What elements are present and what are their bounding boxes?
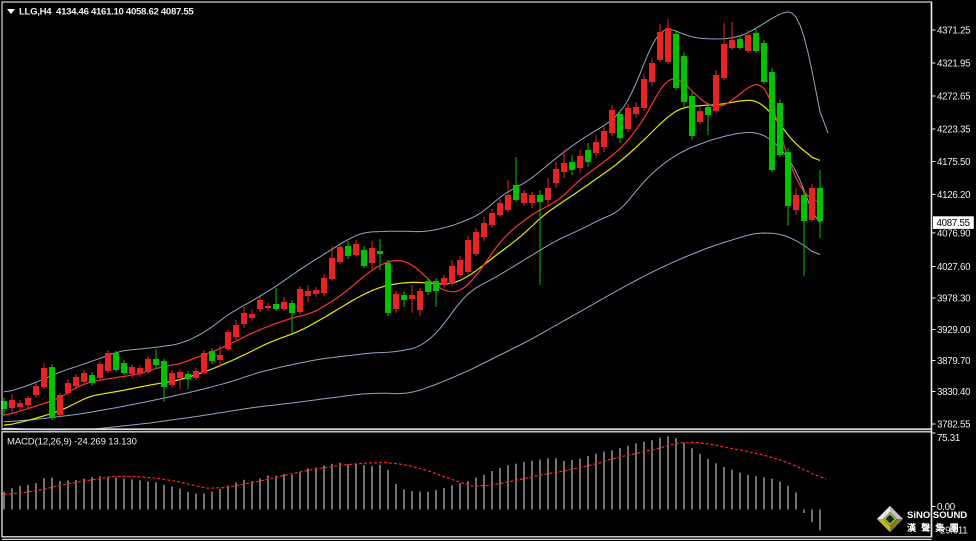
svg-text:75.31: 75.31 xyxy=(937,433,960,444)
svg-text:4223.35: 4223.35 xyxy=(937,125,970,136)
svg-text:4272.65: 4272.65 xyxy=(937,92,970,103)
svg-text:MACD(12,26,9) -24.269 13.130: MACD(12,26,9) -24.269 13.130 xyxy=(7,437,137,448)
svg-text:0.00: 0.00 xyxy=(937,502,956,513)
svg-text:3879.70: 3879.70 xyxy=(937,356,971,367)
svg-text:LLG,H4 4134.46 4161.10 4058.6: LLG,H4 4134.46 4161.10 4058.62 4087.55 xyxy=(19,7,194,18)
svg-text:3978.30: 3978.30 xyxy=(937,294,971,305)
svg-text:4076.90: 4076.90 xyxy=(937,228,971,239)
svg-text:-29.011: -29.011 xyxy=(937,526,967,537)
svg-text:3929.00: 3929.00 xyxy=(937,325,971,336)
svg-text:4087.55: 4087.55 xyxy=(937,218,970,229)
svg-text:SiNO SOUND: SiNO SOUND xyxy=(907,510,967,521)
svg-text:漢聲集團: 漢聲集團 xyxy=(907,522,964,533)
svg-text:3782.55: 3782.55 xyxy=(937,420,970,431)
svg-text:4126.20: 4126.20 xyxy=(937,190,971,201)
svg-text:4027.60: 4027.60 xyxy=(937,262,971,273)
svg-text:4321.95: 4321.95 xyxy=(937,59,970,70)
svg-text:4371.25: 4371.25 xyxy=(937,26,970,37)
svg-text:4175.50: 4175.50 xyxy=(937,157,971,168)
svg-text:3830.40: 3830.40 xyxy=(937,387,971,398)
